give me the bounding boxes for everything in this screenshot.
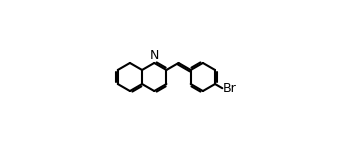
Text: Br: Br <box>223 82 236 95</box>
Text: N: N <box>150 49 159 62</box>
